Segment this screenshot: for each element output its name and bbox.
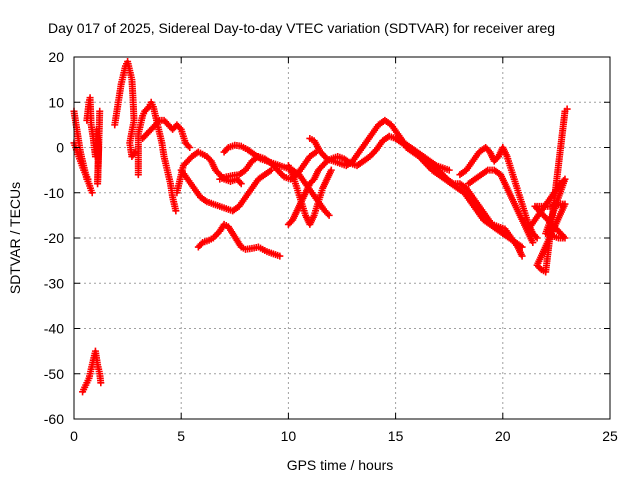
x-tick-label: 15 [388, 428, 404, 444]
data-point [172, 207, 180, 215]
data-point [536, 264, 544, 272]
x-tick-label: 10 [281, 428, 297, 444]
data-point [445, 166, 453, 174]
y-tick-label: -10 [44, 185, 64, 201]
y-tick-label: -50 [44, 366, 64, 382]
data-point [325, 211, 333, 219]
x-tick-labels: 0 5 10 15 20 25 [70, 428, 618, 444]
data-point [237, 180, 245, 188]
data-point [97, 379, 105, 387]
data-point [197, 240, 205, 248]
x-axis-title: GPS time / hours [287, 457, 394, 473]
data-point [144, 104, 152, 112]
data-point [176, 124, 184, 132]
data-point [223, 145, 231, 153]
data-point [533, 234, 541, 242]
data-point [529, 239, 537, 247]
y-axis-title: SDTVAR / TECUs [7, 182, 23, 294]
data-point [184, 142, 192, 150]
axis-ticks [73, 56, 611, 420]
data-point [324, 210, 332, 218]
data-point [186, 144, 194, 151]
chart-title: Day 017 of 2025, Sidereal Day-to-day VTE… [48, 20, 555, 36]
y-tick-label: -60 [44, 411, 64, 427]
x-tick-label: 0 [70, 428, 78, 444]
x-tick-label: 25 [602, 428, 618, 444]
data-point [276, 252, 284, 260]
data-point [84, 175, 92, 183]
data-point [88, 189, 96, 197]
y-tick-label: -30 [44, 275, 64, 291]
data-point [236, 178, 244, 186]
data-points [70, 58, 571, 396]
data-point [96, 107, 104, 115]
y-tick-label: 10 [48, 94, 64, 110]
y-tick-labels: -60 -50 -40 -30 -20 -10 0 10 20 [44, 49, 64, 427]
y-tick-label: 20 [48, 49, 64, 65]
x-tick-label: 5 [177, 428, 185, 444]
data-point [518, 252, 526, 260]
x-tick-label: 20 [495, 428, 511, 444]
y-tick-label: 0 [56, 140, 64, 156]
data-point [267, 166, 275, 174]
data-point [154, 118, 162, 126]
data-point [327, 166, 335, 174]
data-point [563, 105, 571, 113]
y-tick-label: -40 [44, 321, 64, 337]
y-tick-label: -20 [44, 230, 64, 246]
